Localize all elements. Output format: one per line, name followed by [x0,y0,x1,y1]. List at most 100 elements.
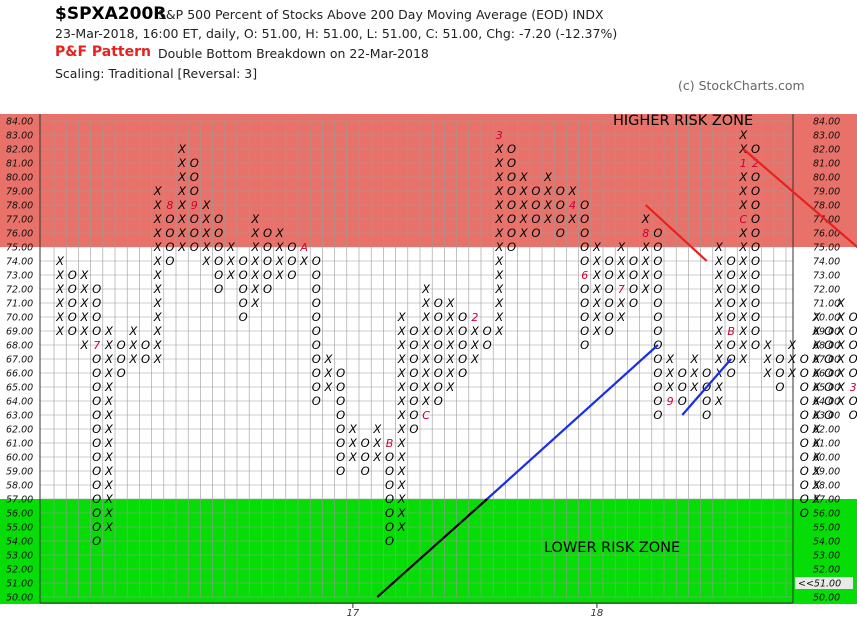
o-box: O [727,310,736,324]
y-tick-label-right: 64.00 [813,397,840,408]
red-line-trend [742,148,857,249]
x-box: X [641,268,651,282]
x-box: X [421,324,431,338]
o-box: O [849,408,857,422]
y-tick-label-left: 60.00 [6,453,33,464]
x-box: X [397,464,407,478]
o-box: O [702,408,711,422]
o-box: O [653,324,662,338]
o-box: O [507,198,516,212]
x-box: X [812,310,822,324]
x-box: X [324,380,334,394]
y-tick-label-right: 68.00 [813,341,840,352]
o-box: O [751,170,760,184]
y-tick-label-right: 61.00 [813,439,840,450]
lower-risk-zone-label: LOWER RISK ZONE [544,540,680,556]
o-box: O [312,324,321,338]
o-box: O [312,254,321,268]
x-box: X [812,464,822,478]
x-box: X [738,184,748,198]
o-box: O [263,282,272,296]
o-box: O [751,324,760,338]
x-box: X [836,394,846,408]
y-tick-label-right: 58.00 [813,481,840,492]
x-box: X [714,338,724,352]
x-box: X [543,212,553,226]
x-box: X [372,422,382,436]
x-box: X [543,184,553,198]
x-box: X [202,212,212,226]
o-box: O [92,422,101,436]
o-box: O [775,366,784,380]
x-box: X [836,296,846,310]
x-box: X [177,142,187,156]
x-box: X [153,184,163,198]
o-box: O [92,408,101,422]
x-box: X [177,198,187,212]
blue-line-trend [486,344,659,500]
x-box: X [324,366,334,380]
o-box: O [385,478,394,492]
y-tick-label-left: 78.00 [6,201,33,212]
x-box: X [397,338,407,352]
x-box: X [812,380,822,394]
x-box: X [226,240,236,254]
x-box: X [104,450,114,464]
x-box: X [714,310,724,324]
o-box: O [824,324,833,338]
o-box: O [68,282,77,296]
o-box: O [556,184,565,198]
o-box: O [653,310,662,324]
o-box: O [117,366,126,380]
o-box: O [92,366,101,380]
y-tick-label-left: 64.00 [6,397,33,408]
o-box: O [800,408,809,422]
x-box: X [397,310,407,324]
x-box: X [55,282,65,296]
x-box: X [470,324,480,338]
higher-risk-zone-band [0,114,857,247]
o-box: O [434,310,443,324]
x-box: X [80,338,90,352]
x-box: X [104,366,114,380]
o-box: O [556,198,565,212]
o-box: O [751,282,760,296]
x-box: X [153,212,163,226]
o-box: O [849,338,857,352]
x-box: X [55,268,65,282]
o-box: O [483,338,492,352]
x-box: X [494,226,504,240]
x-box: X [543,198,553,212]
o-box: O [239,310,248,324]
x-box: X [763,352,773,366]
o-box: O [92,464,101,478]
x-box: X [397,450,407,464]
o-box: O [409,422,418,436]
x-box: X [494,156,504,170]
x-box: X [812,352,822,366]
y-tick-label-right: 82.00 [813,145,840,156]
x-box: X [397,352,407,366]
o-box: O [556,212,565,226]
blue-line-trend [681,358,732,416]
o-box: O [727,366,736,380]
x-box: X [519,170,529,184]
y-tick-label-right: 71.00 [813,299,840,310]
month-marker: C [422,409,430,422]
x-box: X [446,324,456,338]
x-box: X [55,296,65,310]
y-tick-label-right: 74.00 [813,257,840,268]
x-box: X [226,268,236,282]
x-box: X [202,240,212,254]
o-box: O [434,394,443,408]
o-box: O [653,268,662,282]
x-box: X [80,282,90,296]
o-box: O [336,436,345,450]
x-box: X [55,310,65,324]
y-tick-label-left: 54.00 [6,537,33,548]
x-box: X [738,338,748,352]
o-box: O [92,478,101,492]
x-box: X [104,506,114,520]
x-box: X [275,254,285,268]
o-box: O [361,450,370,464]
